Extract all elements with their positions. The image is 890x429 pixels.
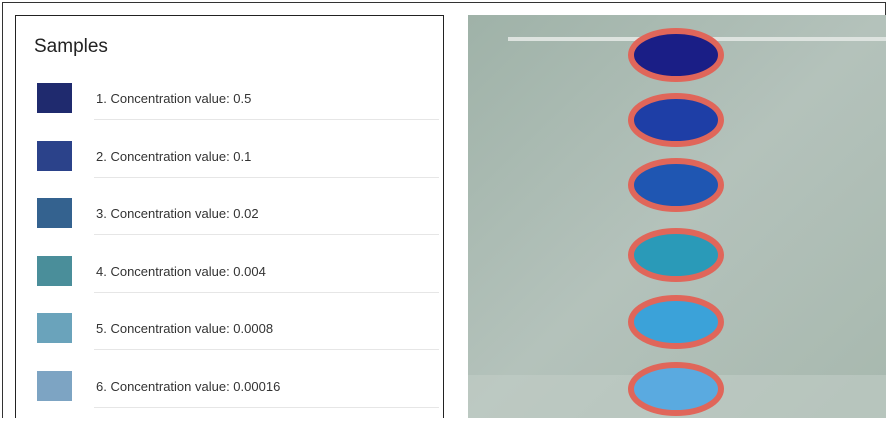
- sample-label: 6. Concentration value: 0.00016: [96, 379, 280, 394]
- sample-label: 3. Concentration value: 0.02: [96, 206, 259, 221]
- sample-row: 4. Concentration value: 0.004: [16, 256, 443, 314]
- row-separator: [94, 407, 439, 408]
- sample-label: 2. Concentration value: 0.1: [96, 149, 251, 164]
- sample-row: 5. Concentration value: 0.0008: [16, 313, 443, 371]
- color-swatch: [37, 83, 72, 113]
- screenshot: Samples 1. Concentration value: 0.5 2. Co…: [0, 0, 890, 418]
- panel-title: Samples: [34, 36, 108, 58]
- sample-row: 6. Concentration value: 0.00016: [16, 371, 443, 429]
- sample-label: 4. Concentration value: 0.004: [96, 264, 266, 279]
- row-separator: [94, 349, 439, 350]
- spot: [631, 96, 721, 144]
- sample-row: 2. Concentration value: 0.1: [16, 141, 443, 199]
- sample-photo: [468, 15, 886, 418]
- row-separator: [94, 292, 439, 293]
- spot: [631, 31, 721, 79]
- sample-label: 5. Concentration value: 0.0008: [96, 321, 273, 336]
- color-swatch: [37, 256, 72, 286]
- color-swatch: [37, 198, 72, 228]
- row-separator: [94, 177, 439, 178]
- color-swatch: [37, 313, 72, 343]
- sample-row: 3. Concentration value: 0.02: [16, 198, 443, 256]
- color-swatch: [37, 371, 72, 401]
- spot: [631, 365, 721, 413]
- sample-row: 1. Concentration value: 0.5: [16, 83, 443, 141]
- spot: [631, 298, 721, 346]
- spot: [631, 161, 721, 209]
- row-separator: [94, 119, 439, 120]
- spot: [631, 231, 721, 279]
- row-separator: [94, 234, 439, 235]
- sample-label: 1. Concentration value: 0.5: [96, 91, 251, 106]
- color-swatch: [37, 141, 72, 171]
- samples-panel: Samples 1. Concentration value: 0.5 2. Co…: [15, 15, 444, 418]
